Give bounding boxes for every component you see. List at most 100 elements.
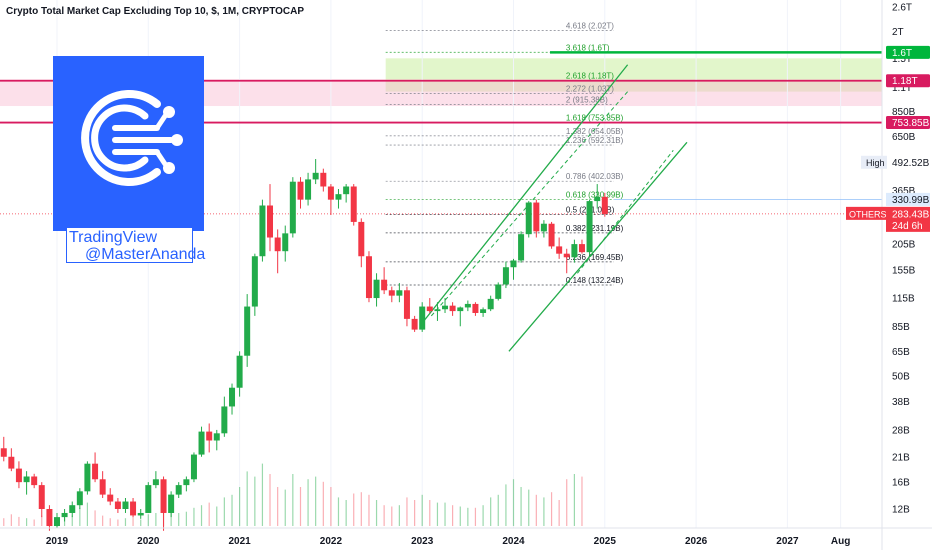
high-value: 492.52B [892, 158, 930, 169]
candle [69, 501, 76, 518]
volume-bar [254, 476, 256, 526]
time-tick-label: 2026 [685, 536, 708, 547]
candle-body [297, 181, 304, 200]
candle-body [419, 306, 426, 330]
candle-body [251, 256, 258, 307]
candle-body [31, 476, 38, 486]
candle-body [92, 463, 99, 480]
candle-body [274, 237, 281, 252]
candle-body [137, 512, 144, 516]
candle-body [160, 479, 167, 513]
volume-bar [535, 494, 537, 526]
time-axis[interactable]: 2019 2020 2021 2022 2023 2024 2025 2026 2027 Aug [0, 527, 932, 547]
candle [403, 286, 410, 327]
candle-body [495, 284, 502, 299]
candle [31, 473, 38, 489]
candle [213, 429, 220, 451]
symbol-tag-bg [846, 206, 886, 220]
candle [327, 184, 334, 215]
price-tick-label: 2T [892, 27, 904, 38]
candle-body [61, 512, 68, 518]
candle-body [259, 205, 266, 257]
volume-bar [391, 506, 393, 526]
volume-bar [398, 505, 400, 526]
candle-body [556, 246, 563, 254]
price-tick-label: 850B [892, 107, 916, 118]
candle [495, 282, 502, 301]
volume-bar [18, 516, 20, 526]
volume-bar [497, 494, 499, 526]
candle-body [586, 201, 593, 253]
candle [130, 498, 137, 518]
price-tick-label: 16B [892, 478, 910, 489]
volume-bar [528, 489, 530, 526]
candle [533, 199, 540, 238]
fib-label: 1.618 (753.85B) [566, 114, 624, 123]
channel-layer [421, 64, 688, 352]
time-tick-label: 2023 [411, 536, 434, 547]
price-tick-label: 1.5T [892, 54, 912, 65]
volume-layer [3, 463, 583, 526]
time-tick-label: 2024 [502, 536, 525, 547]
price-tick-label: 50B [892, 371, 910, 382]
price-tick-label: 1.1T [892, 83, 912, 94]
candle [99, 471, 106, 499]
price-tick-label: 650B [892, 132, 916, 143]
candle [343, 184, 350, 203]
volume-bar [239, 487, 241, 526]
high-label: High [866, 158, 885, 168]
candle [61, 509, 68, 522]
candle-body [548, 223, 555, 247]
candle [15, 461, 22, 489]
candle [282, 225, 289, 262]
candle-body [130, 501, 137, 516]
volume-bar [63, 518, 66, 526]
highlight-zone [385, 58, 882, 92]
candle [548, 221, 555, 249]
volume-bar [315, 476, 317, 526]
volume-bar [292, 474, 294, 526]
candle-body [365, 256, 372, 299]
candle [464, 300, 471, 312]
candle [525, 201, 532, 238]
candle-body [282, 233, 289, 252]
channel-line [508, 141, 688, 352]
volume-bar [550, 492, 553, 526]
candle [54, 512, 60, 528]
candle-body [487, 298, 494, 310]
candle-body [571, 244, 578, 258]
candle-body [533, 202, 540, 232]
price-tag-bg [886, 206, 930, 232]
volume-bar [109, 518, 111, 526]
candle-body [267, 205, 274, 238]
volume-bar [117, 519, 119, 526]
candle-body [145, 485, 152, 513]
volume-bar [512, 479, 515, 526]
candle-body [502, 267, 509, 285]
candle [601, 192, 608, 217]
price-tick-label: 28B [892, 425, 910, 436]
price-axis[interactable]: 2.6T 2T 1.5T 1.1T 850B 650B 365B 205B 155B 115B 85… [881, 0, 932, 550]
candle [320, 168, 327, 192]
volume-bar [307, 479, 309, 526]
candle [46, 505, 53, 531]
candles-layer[interactable] [0, 159, 608, 531]
candle [259, 199, 266, 262]
candle-body [107, 494, 114, 502]
candle [586, 199, 593, 256]
volume-bar [223, 497, 225, 526]
volume-bar [261, 463, 264, 526]
fib-label: 0.148 (132.24B) [566, 276, 624, 285]
candle-body [168, 494, 175, 513]
time-tick-label: 2019 [46, 536, 69, 547]
candle [426, 298, 433, 313]
candle [381, 267, 388, 295]
candle-body [518, 234, 525, 261]
candle [556, 237, 563, 259]
candle-body [198, 431, 205, 455]
candle [297, 177, 304, 209]
volume-bar [360, 492, 362, 526]
fib-label: 0.618 (330.99B) [566, 190, 624, 199]
price-tick-label: 12B [892, 505, 910, 516]
